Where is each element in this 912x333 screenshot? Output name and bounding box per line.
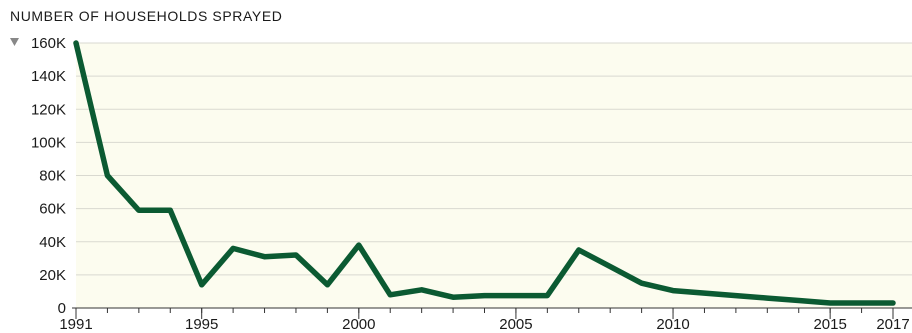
y-tick-label: 160K	[31, 35, 66, 52]
x-tick-label: 2005	[499, 316, 532, 333]
y-tick-label: 20K	[39, 267, 66, 284]
y-tick-label: 60K	[39, 201, 66, 218]
y-tick-label: 80K	[39, 168, 66, 185]
chart-title: NUMBER OF HOUSEHOLDS SPRAYED	[10, 8, 283, 24]
x-tick-label: 1991	[59, 316, 92, 333]
axis-layer	[72, 307, 912, 319]
tick-layer: 0 20K 40K 60K 80K 100K 120K 140K 160K 1991 1995 200…	[31, 35, 910, 333]
y-tick-label: 100K	[31, 134, 66, 151]
x-tick-label: 2000	[342, 316, 375, 333]
x-tick-label: 2010	[656, 316, 689, 333]
y-tick-label: 40K	[39, 234, 66, 251]
y-tick-label: 0	[58, 300, 66, 317]
triangle-down-icon	[10, 38, 19, 46]
x-tick-label: 2015	[813, 316, 846, 333]
y-tick-label: 120K	[31, 101, 66, 118]
x-tick-label: 1995	[185, 316, 218, 333]
series-line	[73, 40, 896, 306]
x-tick-label: 2017	[876, 316, 909, 333]
y-tick-label: 140K	[31, 68, 66, 85]
grid-layer	[76, 42, 912, 276]
